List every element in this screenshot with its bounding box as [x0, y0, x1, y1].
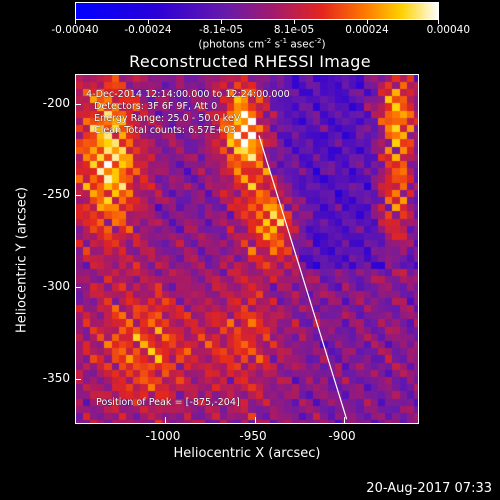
colorbar-tick [75, 20, 76, 24]
x-axis-label: Heliocentric X (arcsec) [173, 446, 321, 461]
peak-position-text: Position of Peak = [-875,-204] [96, 397, 240, 408]
colorbar-tick [438, 20, 439, 24]
colorbar-label: -8.1e-05 [198, 24, 244, 36]
x-tick [165, 417, 166, 423]
colorbar-label: 0.00040 [426, 24, 470, 36]
solar-limb-line [258, 135, 348, 420]
limb-overlay [258, 135, 348, 420]
units-exp: -2 [264, 37, 272, 45]
x-tick-label: -1000 [145, 429, 181, 443]
colorbar-tick [294, 20, 295, 24]
units-exp: -1 [280, 37, 288, 45]
x-tick-label: -900 [328, 429, 356, 443]
units-prefix: (photons cm [198, 38, 265, 51]
heatmap-image [76, 75, 418, 423]
colorbar-label: -0.00040 [51, 24, 99, 36]
units-mid: asec [287, 38, 315, 51]
colorbar-label: 0.00024 [345, 24, 389, 36]
y-tick [75, 379, 81, 380]
colorbar-tick [221, 20, 222, 24]
y-tick [75, 195, 81, 196]
plot-title: Reconstructed RHESSI Image [129, 52, 371, 71]
colorbar-tick [367, 20, 368, 24]
energy-range-text: Energy Range: 25.0 - 50.0 keV [94, 113, 241, 124]
colorbar-units: (photons cm-2 s-1 asec-2) [198, 37, 325, 51]
x-tick-label: -950 [239, 429, 267, 443]
units-suffix: ) [321, 38, 326, 51]
colorbar-tick [148, 20, 149, 24]
units-mid: s [271, 38, 281, 51]
colorbar-label: -0.00024 [124, 24, 172, 36]
timestamp: 20-Aug-2017 07:33 [366, 481, 492, 496]
colorbar-gradient [76, 3, 438, 19]
y-tick [75, 287, 81, 288]
y-tick-label: -300 [42, 279, 70, 293]
detectors-text: Detectors: 3F 6F 9F, Att 0 [94, 101, 218, 112]
time-range-text: 4-Dec-2014 12:14:00.000 to 12:24:00.000 [86, 89, 290, 100]
clean-counts-text: Clean Total counts: 6.57E+03 [94, 125, 236, 136]
x-tick [255, 417, 256, 423]
colorbar-label: 8.1e-05 [273, 24, 315, 36]
y-tick [75, 104, 81, 105]
y-tick-label: -200 [42, 96, 70, 110]
y-tick-label: -250 [42, 187, 70, 201]
x-tick [344, 417, 345, 423]
y-tick-label: -350 [42, 371, 70, 385]
y-axis-label: Heliocentric Y (arcsec) [14, 187, 30, 333]
heatmap-plot: 4-Dec-2014 12:14:00.000 to 12:24:00.000 … [75, 74, 419, 424]
units-exp: -2 [314, 37, 322, 45]
colorbar [75, 2, 439, 20]
